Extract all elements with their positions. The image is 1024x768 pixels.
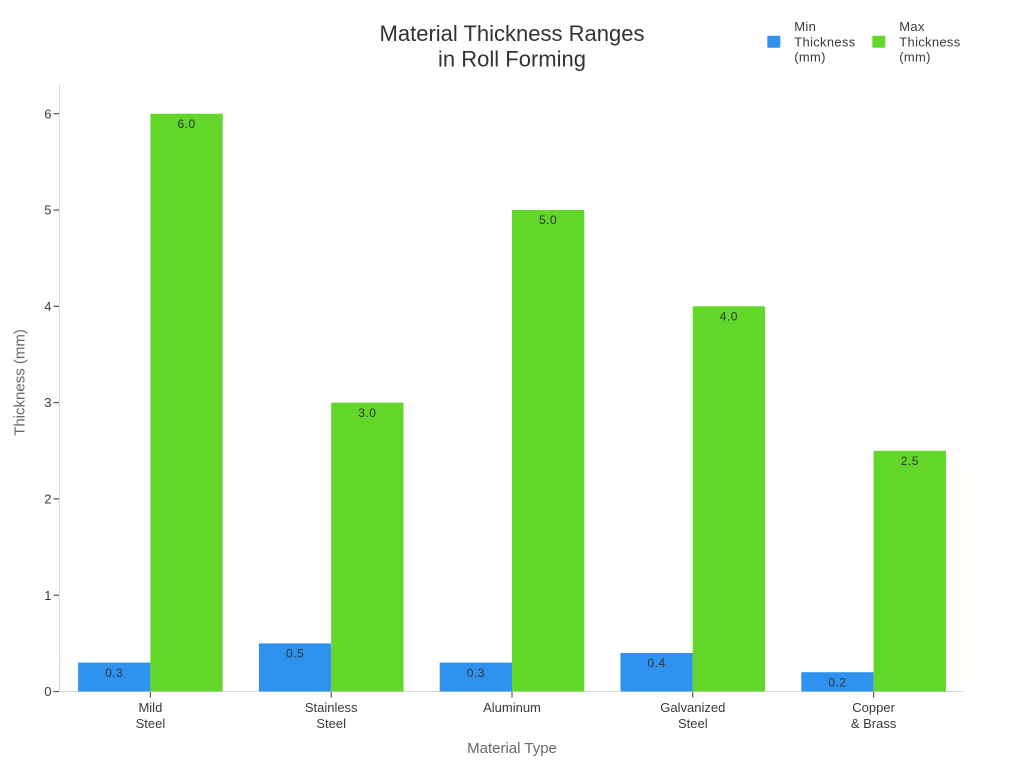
svg-text:in Roll Forming: in Roll Forming — [438, 47, 586, 72]
svg-text:0.3: 0.3 — [105, 666, 123, 680]
svg-text:& Brass: & Brass — [851, 716, 897, 731]
svg-text:2: 2 — [44, 492, 51, 507]
svg-text:3.0: 3.0 — [358, 406, 376, 420]
svg-text:Min: Min — [794, 19, 816, 34]
svg-text:0: 0 — [44, 684, 51, 699]
svg-text:Aluminum: Aluminum — [483, 700, 541, 715]
svg-text:5.0: 5.0 — [539, 213, 557, 227]
svg-text:0.5: 0.5 — [286, 647, 304, 661]
svg-text:6.0: 6.0 — [178, 117, 196, 131]
svg-text:5: 5 — [44, 203, 51, 218]
svg-text:Copper: Copper — [852, 700, 895, 715]
svg-text:Galvanized: Galvanized — [660, 700, 725, 715]
svg-text:0.3: 0.3 — [467, 666, 485, 680]
svg-text:0.2: 0.2 — [828, 675, 846, 689]
svg-text:2.5: 2.5 — [901, 454, 919, 468]
svg-text:Mild: Mild — [138, 700, 162, 715]
svg-text:(mm): (mm) — [899, 50, 931, 65]
svg-text:Thickness: Thickness — [794, 34, 855, 49]
svg-text:1: 1 — [44, 588, 51, 603]
svg-text:Steel: Steel — [136, 716, 166, 731]
svg-text:0.4: 0.4 — [648, 656, 666, 670]
svg-text:(mm): (mm) — [794, 50, 826, 65]
svg-text:3: 3 — [44, 395, 51, 410]
svg-text:Max: Max — [899, 19, 925, 34]
svg-text:Thickness (mm): Thickness (mm) — [11, 329, 28, 436]
svg-text:Thickness: Thickness — [899, 34, 960, 49]
svg-text:Stainless: Stainless — [305, 700, 358, 715]
svg-text:Steel: Steel — [316, 716, 346, 731]
svg-text:6: 6 — [44, 106, 51, 121]
svg-text:Material Type: Material Type — [467, 740, 557, 757]
svg-text:Steel: Steel — [678, 716, 708, 731]
svg-text:4: 4 — [44, 299, 51, 314]
svg-text:4.0: 4.0 — [720, 310, 738, 324]
svg-text:Material Thickness Ranges: Material Thickness Ranges — [380, 21, 645, 46]
